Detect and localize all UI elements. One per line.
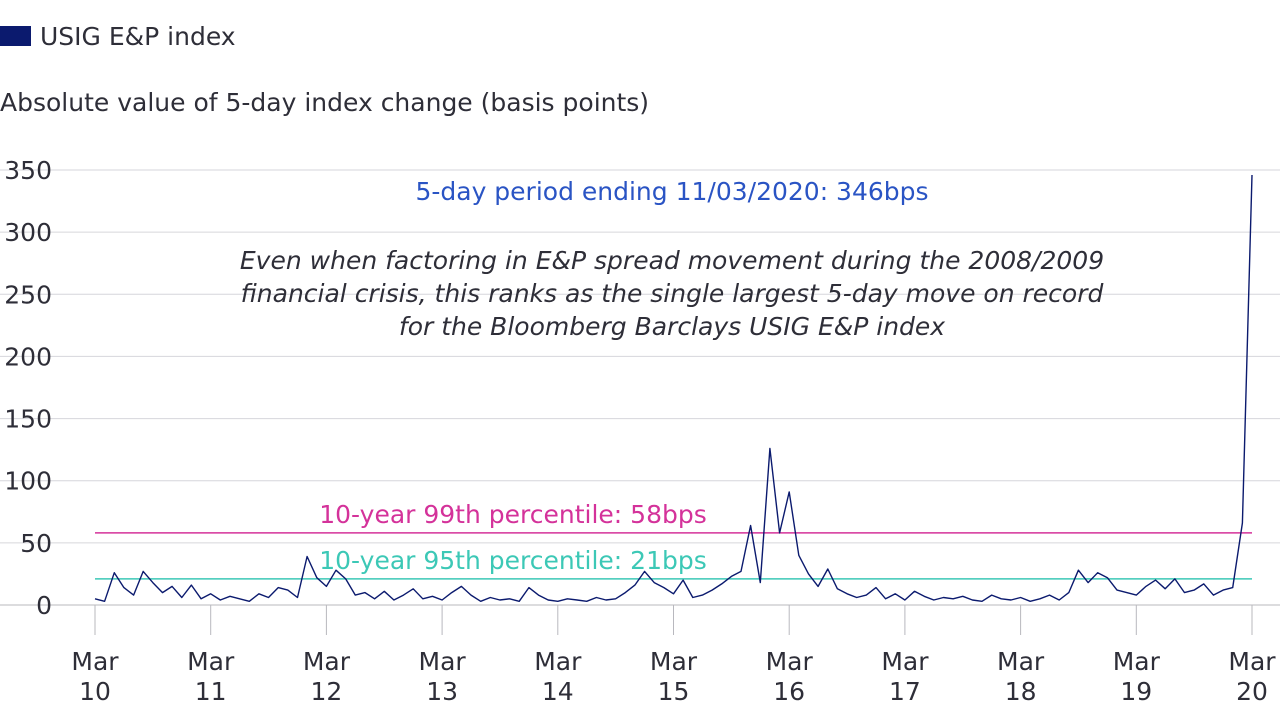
legend: USIG E&P index [0, 20, 236, 52]
reference-lines: 10-year 99th percentile: 58bps 10-year 95… [95, 500, 1252, 580]
peak-annotation: 5-day period ending 11/03/2020: 346bps [415, 177, 928, 206]
annotations: 5-day period ending 11/03/2020: 346bps Ev… [240, 177, 1104, 341]
reference-line-label: 10-year 95th percentile: 21bps [319, 546, 707, 575]
y-tick-label: 350 [4, 156, 52, 185]
reference-line-label: 10-year 99th percentile: 58bps [319, 500, 707, 529]
y-tick-label: 250 [4, 280, 52, 309]
x-tick-month: Mar [1228, 647, 1276, 676]
x-tick-month: Mar [650, 647, 698, 676]
grid [0, 169, 1280, 606]
x-tick-month: Mar [881, 647, 929, 676]
y-tick-label: 100 [4, 467, 52, 496]
x-tick-month: Mar [1113, 647, 1161, 676]
x-tick-year: 12 [310, 677, 342, 706]
x-axis-ticks: Mar10Mar11Mar12Mar13Mar14Mar15Mar16Mar17… [71, 605, 1276, 706]
x-tick-year: 16 [773, 677, 805, 706]
legend-swatch [0, 26, 31, 46]
context-note-line: Even when factoring in E&P spread moveme… [240, 246, 1104, 275]
context-note-line: for the Bloomberg Barclays USIG E&P inde… [399, 312, 945, 341]
x-tick-month: Mar [997, 647, 1045, 676]
x-tick-month: Mar [303, 647, 351, 676]
y-axis-title: Absolute value of 5-day index change (ba… [0, 88, 650, 117]
x-tick-year: 14 [542, 677, 574, 706]
series [94, 174, 1253, 602]
x-tick-month: Mar [534, 647, 582, 676]
context-note-line: financial crisis, this ranks as the sing… [241, 279, 1104, 308]
y-tick-label: 150 [4, 405, 52, 434]
legend-label: USIG E&P index [40, 21, 236, 51]
y-tick-label: 200 [4, 342, 52, 371]
x-tick-year: 13 [426, 677, 458, 706]
x-tick-month: Mar [187, 647, 235, 676]
y-tick-label: 300 [4, 218, 52, 247]
x-tick-month: Mar [766, 647, 814, 676]
x-tick-year: 10 [79, 677, 111, 706]
y-tick-label: 50 [20, 529, 52, 558]
y-tick-label: 0 [36, 591, 52, 620]
x-tick-year: 17 [889, 677, 921, 706]
x-tick-year: 19 [1120, 677, 1152, 706]
x-tick-year: 20 [1236, 677, 1268, 706]
x-tick-year: 15 [658, 677, 690, 706]
x-tick-year: 11 [195, 677, 227, 706]
x-tick-month: Mar [71, 647, 119, 676]
series-line [94, 174, 1253, 602]
x-tick-month: Mar [419, 647, 467, 676]
y-axis-ticks: 0 50 100 150 200 250 300 350 [4, 156, 52, 620]
x-tick-year: 18 [1005, 677, 1037, 706]
